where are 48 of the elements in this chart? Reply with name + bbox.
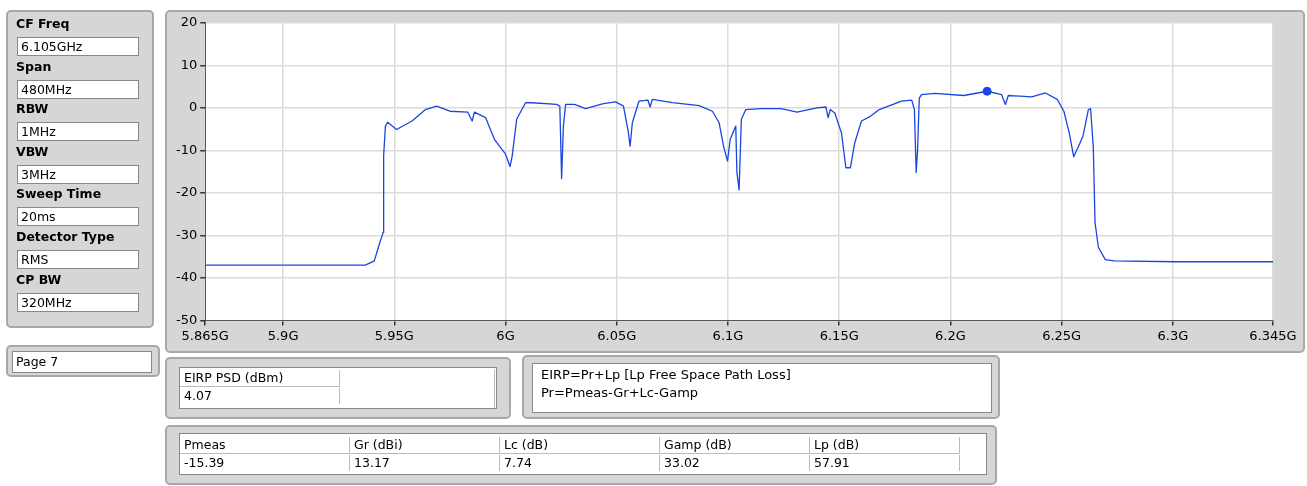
text: 1MHz <box>17 122 139 142</box>
text: -15.39 <box>180 455 350 471</box>
y-tick-label: -50 <box>176 311 198 327</box>
text: Lp (dB) <box>810 437 960 454</box>
x-tick-label: 6.345G <box>1249 327 1297 343</box>
x-tick-label: 6.15G <box>819 327 859 343</box>
text: Gamp (dB) <box>660 437 810 454</box>
text: CF Freq <box>16 16 70 31</box>
text: 7.74 <box>500 455 660 471</box>
x-tick-label: 6.05G <box>597 327 637 343</box>
y-tick-label: -30 <box>176 226 198 242</box>
y-tick-label: -40 <box>176 269 198 285</box>
text: Detector Type <box>16 229 115 244</box>
text: RBW <box>16 101 49 117</box>
text: EIRP PSD (dBm) <box>180 370 340 387</box>
x-tick-label: 6.1G <box>712 327 744 343</box>
text: Page 7 <box>12 351 152 373</box>
text: 320MHz <box>17 292 139 312</box>
text: 33.02 <box>660 455 810 471</box>
y-tick-label: 0 <box>188 99 198 115</box>
text: 480MHz <box>17 79 139 99</box>
text: Pr=Pmeas-Gr+Lc-Gamp <box>540 385 699 401</box>
x-tick-label: 5.865G <box>181 327 229 343</box>
y-tick-label: 20 <box>180 14 198 30</box>
text: 6.105GHz <box>17 37 139 56</box>
text: EIRP=Pr+Lp [Lp Free Space Path Loss] <box>540 367 791 383</box>
text: RMS <box>17 250 139 269</box>
text: 20ms <box>17 207 139 227</box>
text: Gr (dBi) <box>350 437 500 454</box>
text: VBW <box>16 143 49 159</box>
text: 57.91 <box>810 455 960 471</box>
text: Lc (dB) <box>500 437 660 454</box>
x-tick-label: 5.9G <box>267 327 299 343</box>
x-tick-label: 6.2G <box>935 327 966 343</box>
text: 13.17 <box>350 455 500 471</box>
text: 4.07 <box>180 388 340 404</box>
text: Pmeas <box>180 437 350 454</box>
y-tick-label: 10 <box>180 56 198 72</box>
y-tick-label: -10 <box>176 141 198 157</box>
x-tick-label: 5.95G <box>374 327 414 343</box>
text: 3MHz <box>17 164 139 184</box>
text: CP BW <box>16 271 62 287</box>
text: Span <box>16 58 52 74</box>
x-tick-label: 6.3G <box>1157 327 1189 343</box>
y-tick-label: -20 <box>176 184 198 200</box>
x-tick-label: 6.25G <box>1042 327 1082 343</box>
x-tick-label: 6G <box>496 327 515 343</box>
text: Sweep Time <box>16 186 102 202</box>
